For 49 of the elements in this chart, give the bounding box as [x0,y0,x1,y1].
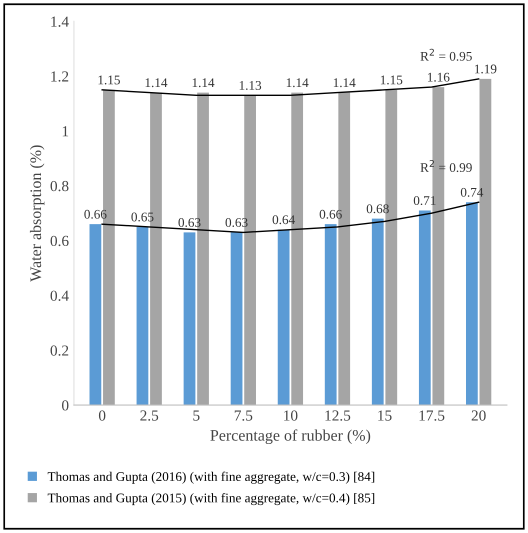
x-tick-label: 5 [193,410,200,421]
data-label: 1.15 [380,76,402,84]
bar [372,218,384,406]
data-label: 1.14 [334,78,356,88]
annotation: R$^{2}$ = 0.95 [420,48,472,61]
bar [278,230,290,406]
data-label: 0.66 [320,210,342,219]
data-label: 0.74 [460,188,484,197]
y-tick-label: 0.6 [50,236,69,246]
data-label: 0.64 [272,215,295,224]
data-label: 1.14 [286,78,309,88]
x-tick-label: 10 [284,410,298,421]
bar [324,224,337,406]
bar [90,224,102,406]
x-tick-label: 2.5 [140,410,158,421]
data-label: 1.14 [192,78,214,88]
bar [230,232,242,406]
bar [136,226,148,406]
y-tick-label: 0 [62,400,68,411]
y-tick-label: 0.2 [50,345,68,356]
y-tick-label: 0.4 [50,290,69,301]
bar [466,202,478,406]
y-tick-label: 0.8 [50,180,68,192]
legend-label: Thomas and Gupta (2016) (with fine aggregate, w/c=0.3) [84] [48,472,374,484]
x-tick-label: 12.5 [325,410,350,421]
x-tick-label: 15 [378,410,392,421]
data-label: 1.19 [475,64,496,74]
bar [184,232,196,406]
data-label: 1.16 [428,72,450,82]
y-tick-label: 1 [62,126,68,136]
bar [418,210,431,406]
x-tick-label: 7.5 [234,410,252,421]
data-label: 1.13 [240,81,262,90]
data-label: 0.63 [226,218,248,227]
y-tick-label: 1.2 [51,71,68,82]
x-tick-label: 17.5 [420,410,444,421]
data-label: 0.71 [414,196,436,206]
data-label: 0.65 [131,212,154,222]
y-axis-title: Water absorption (%) [30,145,44,282]
data-label: 0.68 [366,204,389,214]
x-axis-title: Percentage of rubber (%) [210,429,370,444]
data-label: 0.63 [178,218,201,227]
data-label: 0.66 [84,210,107,219]
x-tick-label: 20 [472,410,486,421]
legend-label: Thomas and Gupta (2015) (with fine aggregate, w/c=0.4) [85] [48,493,374,506]
x-tick-label: 0 [98,410,106,421]
data-label: 1.15 [98,76,120,84]
y-tick-label: 1.4 [51,16,69,27]
data-label: 1.14 [146,78,168,88]
